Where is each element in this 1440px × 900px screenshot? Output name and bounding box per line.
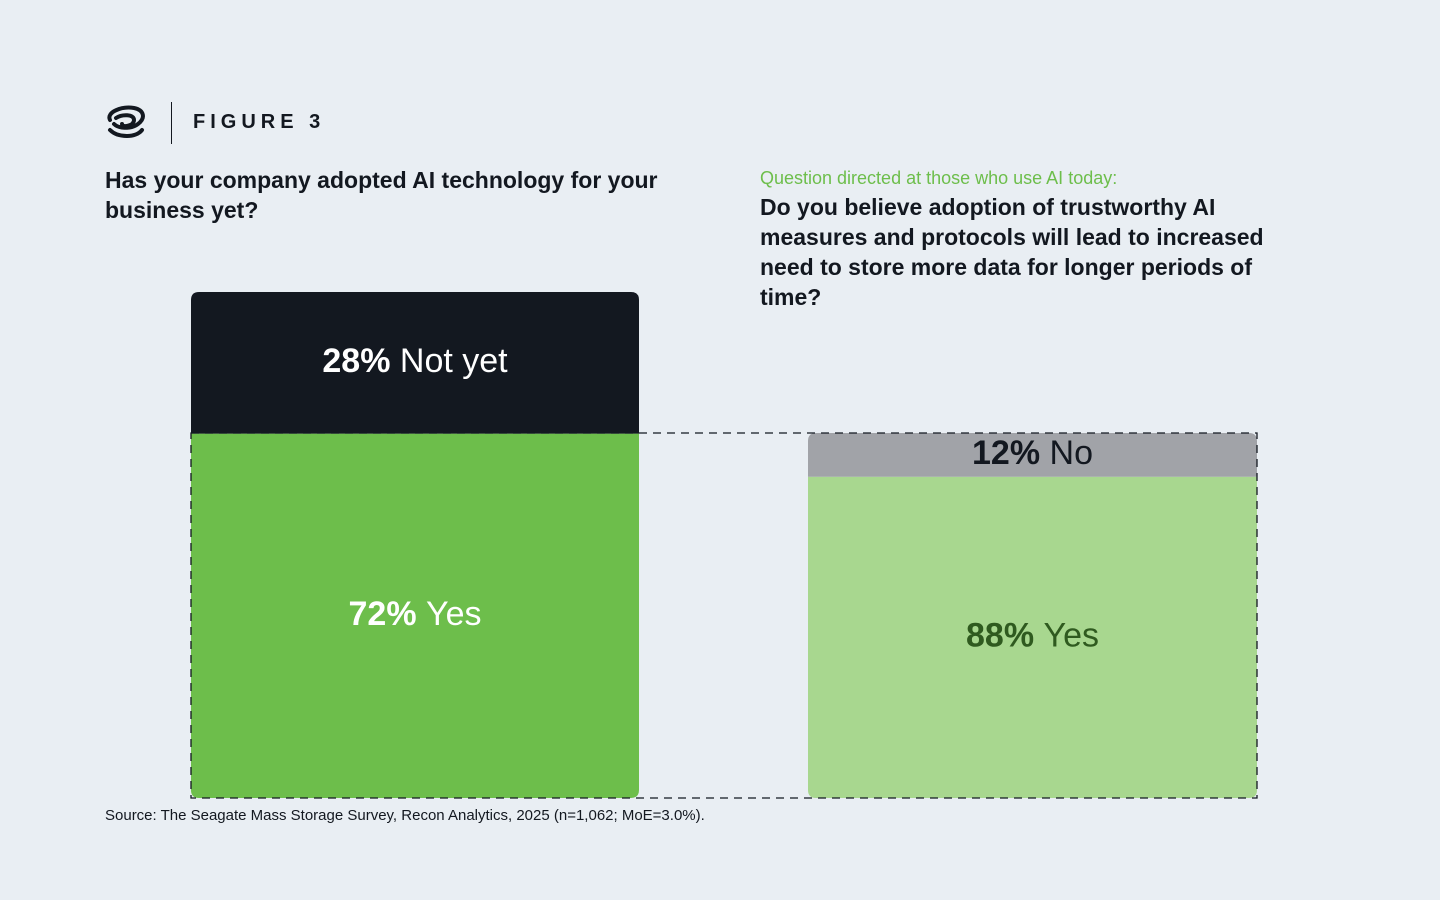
- value-label: 88%: [966, 616, 1034, 654]
- source-note: Source: The Seagate Mass Storage Survey,…: [105, 807, 705, 824]
- data-label: 28% Not yet: [322, 342, 508, 380]
- bar-segment: [808, 476, 1257, 798]
- bar-segment-group: 28% Not yet: [191, 292, 639, 434]
- category-label: Yes: [426, 595, 481, 633]
- figure-label: FIGURE 3: [193, 111, 326, 133]
- data-label: 72% Yes: [349, 595, 482, 633]
- chart-title: Do you believe adoption of trustworthy A…: [760, 194, 1264, 310]
- space: [1034, 616, 1043, 654]
- chart-subtitle: Question directed at those who use AI to…: [760, 168, 1118, 188]
- bar-segment-group: 12% No: [808, 433, 1257, 477]
- data-label: 88% Yes: [966, 616, 1099, 654]
- bar-segment: [808, 433, 1257, 477]
- data-label: 12% No: [972, 434, 1093, 472]
- bar-segment-group: 72% Yes: [191, 433, 639, 798]
- value-label: 12%: [972, 434, 1040, 472]
- category-label: Yes: [1044, 616, 1099, 654]
- space: [390, 342, 399, 380]
- bar-segment: [191, 433, 639, 798]
- comparison-outline: [190, 432, 1258, 799]
- category-label: Not yet: [400, 342, 508, 380]
- divider: [171, 102, 172, 144]
- value-label: 72%: [349, 595, 417, 633]
- space: [1040, 434, 1049, 472]
- chart-title: Has your company adopted AI technology f…: [105, 167, 658, 223]
- space: [417, 595, 426, 633]
- category-label: No: [1050, 434, 1093, 472]
- bar-segment: [191, 292, 639, 434]
- logo: [107, 105, 145, 138]
- bar-segment-group: 88% Yes: [808, 476, 1257, 798]
- value-label: 28%: [322, 342, 390, 380]
